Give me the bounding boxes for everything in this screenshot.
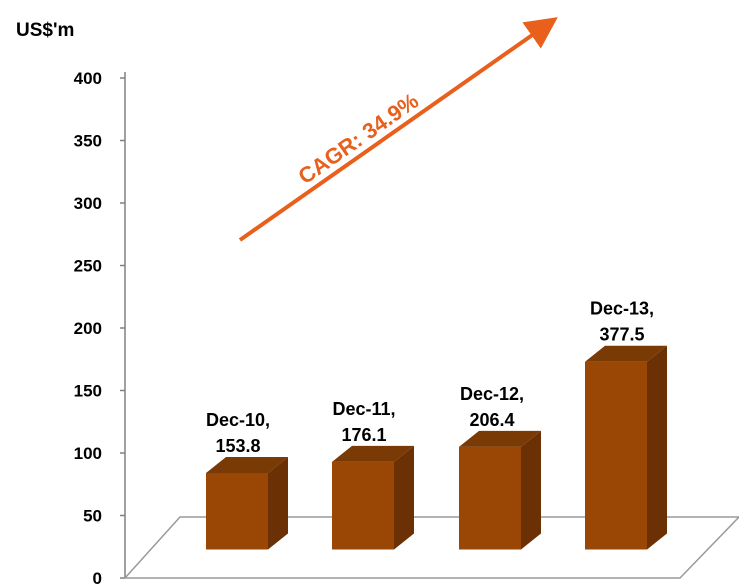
y-tick-label: 300 <box>74 194 102 213</box>
bar-side <box>268 456 288 550</box>
y-tick-label: 200 <box>74 319 102 338</box>
y-axis-unit-label: US$'m <box>16 20 74 41</box>
y-tick-label: 0 <box>93 569 102 586</box>
data-labels: Dec-10, 153.8 Dec-11, 176.1 Dec-12, 206.4 Dec-… <box>206 299 654 456</box>
bar-dec-11 <box>332 445 414 550</box>
y-tick-label: 350 <box>74 132 102 151</box>
cagr-annotation: CAGR: 34.9% <box>294 88 424 189</box>
bar-front <box>206 472 268 550</box>
data-label-value: 206.4 <box>469 410 514 430</box>
bar-front <box>332 461 394 550</box>
bar-top <box>585 345 667 362</box>
bar-side <box>394 445 414 550</box>
y-tick-label: 250 <box>74 257 102 276</box>
data-label-value: 153.8 <box>215 436 260 456</box>
data-label-category: Dec-12, <box>460 384 524 404</box>
y-tick-label: 100 <box>74 444 102 463</box>
bar-dec-13 <box>585 345 667 550</box>
cagr-arrow <box>238 17 558 242</box>
y-tick-label: 150 <box>74 382 102 401</box>
bar-top <box>332 445 414 462</box>
chart-floor <box>123 516 739 579</box>
bar-front <box>585 361 647 550</box>
data-label-category: Dec-11, <box>332 399 395 419</box>
bar-dec-10 <box>206 456 288 550</box>
bars <box>206 345 667 550</box>
bar-side <box>647 345 667 550</box>
y-axis-ticks: 0 50 100 150 200 250 300 350 400 <box>74 69 125 586</box>
data-label-category: Dec-10, <box>206 410 270 430</box>
y-tick-label: 400 <box>74 69 102 88</box>
bar-top <box>206 456 288 473</box>
bar-dec-12 <box>459 430 541 550</box>
data-label-value: 176.1 <box>341 425 386 445</box>
bar-front <box>459 446 521 550</box>
data-label-value: 377.5 <box>599 325 644 345</box>
bar-side <box>521 430 541 550</box>
y-tick-label: 50 <box>83 507 102 526</box>
bar-top <box>459 430 541 447</box>
data-label-category: Dec-13, <box>590 299 654 319</box>
